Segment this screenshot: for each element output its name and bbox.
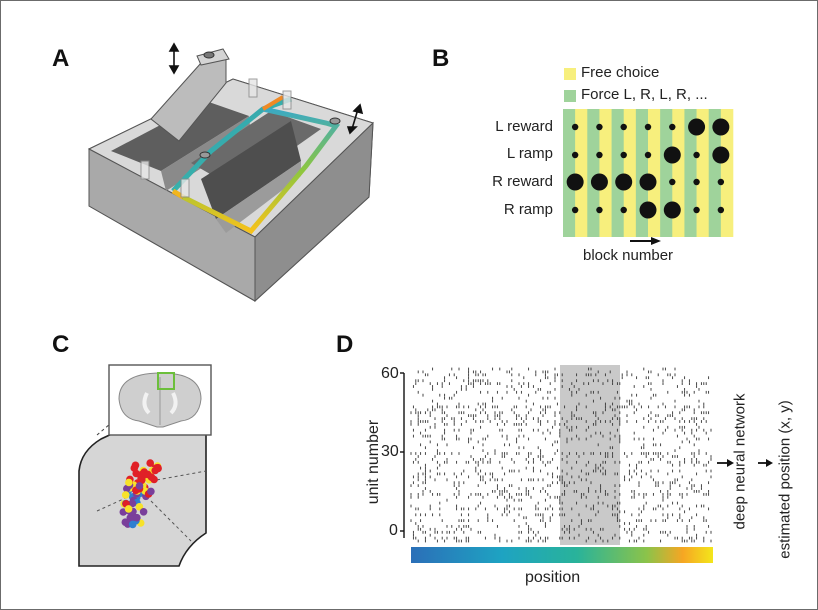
recording-site-dot: [121, 518, 130, 526]
block-dot: [663, 146, 681, 164]
block-dot: [590, 173, 608, 191]
recording-site-dot: [135, 482, 144, 490]
block-dot: [571, 206, 579, 214]
block-stripe: [611, 109, 625, 237]
recording-site-dot: [147, 487, 155, 496]
block-dot: [644, 123, 652, 131]
recording-site-dot: [144, 470, 152, 479]
block-dot: [663, 201, 681, 219]
block-dot: [596, 206, 603, 214]
block-stripe: [599, 109, 612, 237]
recording-site-dot: [128, 520, 137, 529]
recording-site-dot: [139, 508, 148, 516]
block-stripe: [623, 109, 637, 237]
block-dot: [571, 123, 579, 131]
block-stripe: [575, 109, 588, 237]
block-dot: [717, 178, 725, 186]
estimated-position-label: estimated position (x, y): [776, 400, 794, 559]
recording-site-dot: [124, 505, 133, 513]
block-dot: [620, 206, 627, 214]
block-dot: [620, 123, 627, 131]
recording-site-dot: [135, 503, 144, 511]
block-dot: [712, 118, 730, 136]
block-stripe: [684, 109, 697, 237]
recording-site-dot: [128, 499, 137, 508]
recording-site-dot: [132, 469, 140, 478]
recording-site-dot: [121, 491, 130, 499]
block-dot: [639, 173, 657, 191]
block-dot: [717, 206, 725, 214]
arrow-to-output-head: [766, 459, 773, 467]
recording-site-dot: [146, 459, 154, 467]
position-color-bar: [411, 547, 713, 563]
block-dot: [596, 151, 603, 159]
unit-number-label: unit number: [365, 419, 382, 505]
recording-site-dot: [133, 513, 141, 522]
deep-neural-network-label: deep neural network: [731, 393, 749, 530]
block-stripe: [720, 109, 734, 237]
block-dot: [571, 151, 579, 159]
block-dot: [693, 206, 700, 214]
block-dot: [693, 151, 700, 159]
block-dot: [639, 201, 657, 219]
block-dot: [615, 173, 633, 191]
ytick-60: 60: [381, 365, 399, 382]
legend-swatch-force: [564, 90, 576, 102]
block-dot: [620, 151, 627, 159]
block-dot: [669, 178, 676, 186]
block-dot: [712, 146, 730, 164]
row-label-r-ramp: R ramp: [503, 201, 553, 218]
block-dot: [693, 178, 700, 186]
spike-ticks: [410, 367, 712, 543]
panel-letter-d: D: [336, 331, 354, 358]
block-number-label: block number: [583, 247, 674, 264]
ytick-0: 0: [389, 522, 398, 539]
legend-force-label: Force L, R, L, R, ...: [581, 86, 708, 103]
legend-free-choice-label: Free choice: [581, 64, 660, 81]
shaded-region: [560, 365, 620, 545]
block-dot: [566, 173, 584, 191]
block-dot: [669, 123, 676, 131]
arrow-to-network-head: [727, 459, 734, 467]
ytick-30: 30: [381, 443, 399, 460]
block-dot: [688, 118, 706, 136]
row-label-l-reward: L reward: [495, 118, 553, 135]
position-label: position: [525, 569, 581, 586]
block-stripe: [563, 109, 576, 237]
recording-site-dot: [154, 463, 162, 472]
block-stripe: [708, 109, 722, 237]
panel-letter-c: C: [52, 331, 70, 358]
row-label-l-ramp: L ramp: [506, 145, 553, 162]
panel-letter-b: B: [432, 45, 450, 72]
block-stripe: [696, 109, 710, 237]
row-label-r-reward: R reward: [492, 173, 553, 190]
legend-swatch-free-choice: [564, 68, 576, 80]
block-number-arrowhead: [651, 237, 661, 245]
recording-site-dot: [125, 478, 133, 487]
block-dot: [596, 123, 603, 131]
block-dot: [644, 151, 652, 159]
panel-letter-a: A: [52, 45, 70, 72]
block-stripe: [587, 109, 600, 237]
